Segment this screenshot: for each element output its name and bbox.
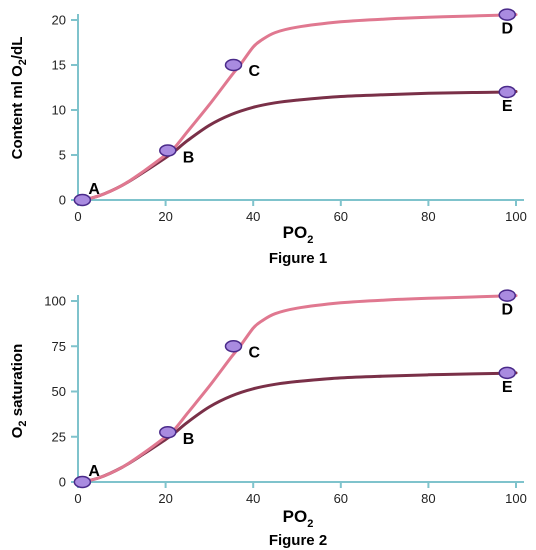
figure-1-x-tick-label: 60 <box>334 209 348 224</box>
figure-1-point-d-label: D <box>501 21 513 38</box>
figure-1-y-axis-title: Content ml O2/dL <box>9 37 29 160</box>
figure-2-point-b-marker <box>159 425 177 439</box>
figure-2-y-tick-label: 100 <box>44 294 66 309</box>
figure-2-point-c-marker <box>224 340 243 353</box>
figure-2-x-tick-label: 40 <box>246 491 260 506</box>
figure-1-x-tick-label: 80 <box>421 209 435 224</box>
figure-2-x-tick-label: 60 <box>334 491 348 506</box>
figure-1-x-tick-label: 0 <box>74 209 81 224</box>
figure-1-panel: Content ml O2/dL PO2 Figure 1 0 5 10 15 20 0 2… <box>9 8 527 267</box>
figure-2-y-axis-title: O2 saturation <box>9 344 29 438</box>
figure-1-y-tick-label: 0 <box>59 193 66 208</box>
figure-1-y-tick-label: 10 <box>52 103 66 118</box>
figure-2-point-e-label: E <box>502 379 513 396</box>
figure-2-point-b-label: B <box>183 431 195 448</box>
figure-1-x-tick-label: 100 <box>505 209 527 224</box>
figure-2-point-c-label: C <box>248 344 260 361</box>
figure-1-point-e-marker <box>498 85 516 99</box>
figure-2-y-tick-label: 25 <box>52 429 66 444</box>
figure-2-y-tick-label: 0 <box>59 475 66 490</box>
figure-1-y-tick-label: 20 <box>52 13 66 28</box>
figure-1-point-d-marker <box>498 8 516 21</box>
figure-2-y-tick-label: 50 <box>52 384 66 399</box>
figure-2-x-tick-label: 80 <box>421 491 435 506</box>
figure-1-x-axis-title: PO2 <box>283 223 314 246</box>
figure-2-upper-curve <box>80 294 518 484</box>
figure-2-y-tick-label: 75 <box>52 339 66 354</box>
figure-2-caption: Figure 2 <box>269 532 327 549</box>
figure-1-point-a-marker <box>73 193 92 207</box>
figure-1-x-tick-label: 40 <box>246 209 260 224</box>
figure-1-caption: Figure 1 <box>269 250 327 267</box>
figure-2-panel: O2 saturation PO2 Figure 2 0 25 50 75 100 0 20… <box>9 289 527 549</box>
figure-1-point-b-marker <box>159 144 177 157</box>
figure-1-upper-curve <box>80 13 518 202</box>
figure-1-point-a-label: A <box>88 181 100 198</box>
figure-2-x-axis-title: PO2 <box>283 507 314 530</box>
figure-2-x-tick-label: 20 <box>158 491 172 506</box>
figure-2-point-d-marker <box>498 289 516 302</box>
figure-1-point-b-label: B <box>183 150 195 167</box>
figure-1-x-tick-label: 20 <box>158 209 172 224</box>
figure-2-point-a-label: A <box>88 463 100 480</box>
figure-1-point-c-label: C <box>248 63 260 80</box>
figure-1-y-tick-label: 15 <box>52 58 66 73</box>
figure-2-lower-curve <box>80 371 518 484</box>
figure-1-point-e-label: E <box>502 98 513 115</box>
figure-1-lower-curve <box>80 90 518 202</box>
figure-1-point-c-marker <box>224 58 243 72</box>
figure-1-y-tick-label: 5 <box>59 148 66 163</box>
figure-2-x-tick-label: 0 <box>74 491 81 506</box>
figure-2-point-d-label: D <box>501 302 513 319</box>
figure-2-x-tick-label: 100 <box>505 491 527 506</box>
figure-2-point-a-marker <box>73 475 92 489</box>
figure-2-point-e-marker <box>498 366 516 380</box>
